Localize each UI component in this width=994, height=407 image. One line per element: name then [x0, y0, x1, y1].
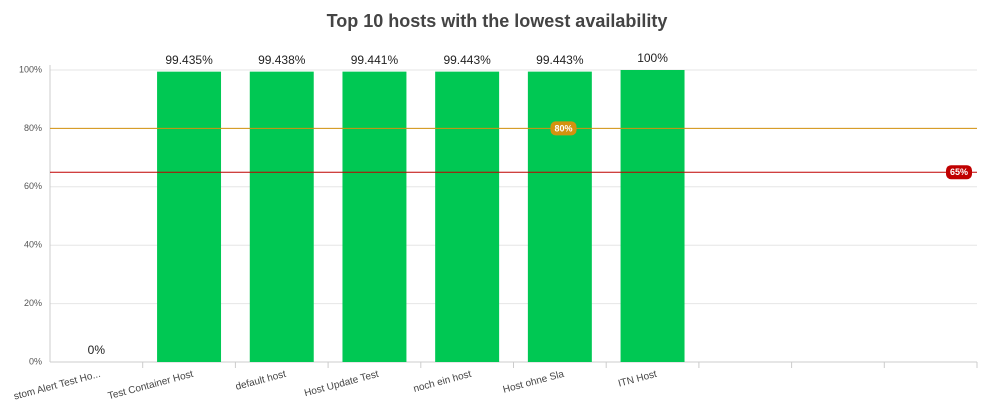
y-tick-label: 80% — [24, 123, 42, 133]
x-tick-label: stom Alert Test Ho... — [13, 369, 102, 403]
y-tick-label: 0% — [29, 356, 42, 366]
threshold-label: 80% — [554, 123, 572, 133]
bar — [157, 71, 222, 362]
x-tick-label: Test Container Host — [107, 369, 195, 402]
bar — [435, 71, 500, 363]
bar — [620, 70, 685, 362]
x-tick-label: default host — [234, 369, 287, 393]
value-label: 99.438% — [258, 53, 306, 67]
value-label: 100% — [637, 51, 668, 65]
chart-title: Top 10 hosts with the lowest availabilit… — [327, 11, 668, 31]
value-label: 99.443% — [443, 53, 491, 67]
y-tick-label: 40% — [24, 240, 42, 250]
y-tick-label: 100% — [19, 64, 42, 74]
bar — [527, 71, 592, 363]
value-label: 99.435% — [165, 53, 213, 67]
threshold-badge — [946, 165, 972, 180]
bar — [342, 71, 407, 363]
x-tick-label: Host ohne Sla — [502, 369, 566, 396]
bar — [249, 71, 314, 362]
y-tick-label: 60% — [24, 181, 42, 191]
value-label: 0% — [88, 343, 106, 357]
y-tick-label: 20% — [24, 298, 42, 308]
x-tick-label: Host Update Test — [303, 369, 380, 399]
x-tick-label: ITN Host — [617, 369, 658, 390]
value-label: 99.443% — [536, 53, 584, 67]
value-label: 99.441% — [351, 53, 399, 67]
threshold-badge — [550, 121, 577, 136]
x-tick-label: noch ein host — [412, 369, 473, 395]
threshold-label: 65% — [950, 167, 968, 177]
